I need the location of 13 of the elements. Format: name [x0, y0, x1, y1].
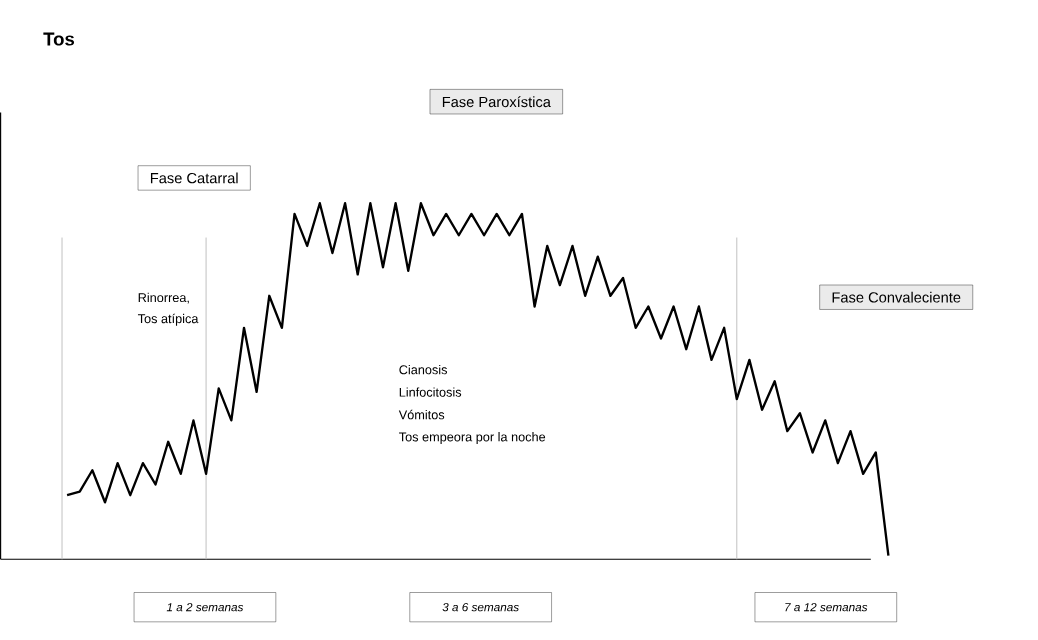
text: 1 a 2 semanas: [166, 602, 244, 612]
annotation: Rinorrea,: [138, 292, 189, 304]
text: 3 a 6 semanas: [442, 602, 519, 612]
annotation: Tos empeora por la noche: [399, 431, 546, 444]
text: Fase Catarral: [150, 172, 238, 184]
annotation: Linfocitosis: [399, 387, 462, 397]
annotation: Vómitos: [398, 409, 445, 420]
annotation: Tos atípica: [137, 313, 199, 326]
annotation: Cianosis: [399, 364, 448, 375]
chart-title: Tos: [43, 32, 75, 46]
annotation: Fase Convaleciente: [832, 291, 961, 303]
text: 7 a 12 semanas: [785, 602, 868, 612]
text: Fase Paroxística: [442, 96, 551, 107]
